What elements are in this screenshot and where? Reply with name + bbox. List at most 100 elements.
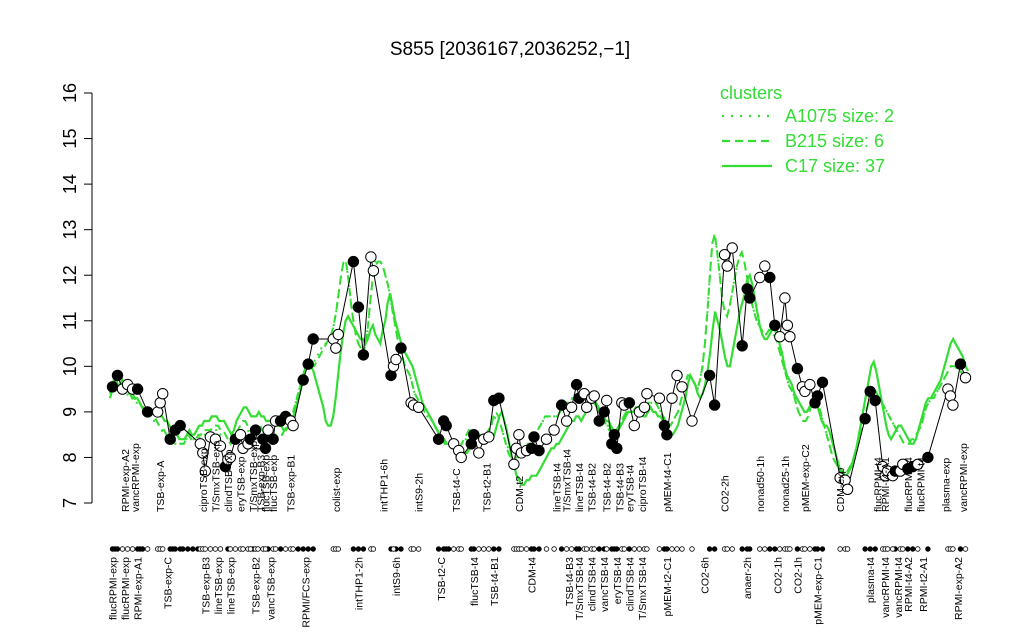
data-point <box>302 358 314 370</box>
data-point <box>131 383 144 395</box>
data-point <box>390 353 402 366</box>
x-tick-label-top: RPMI-exp-A2 <box>120 449 132 512</box>
data-point <box>412 401 425 413</box>
point-layer <box>106 242 972 495</box>
x-tick-label-top: TSB-t4-C <box>451 468 463 512</box>
rug-marker <box>295 546 301 552</box>
data-point <box>623 397 635 409</box>
data-point <box>297 374 309 386</box>
y-tick-label: 10 <box>60 356 80 376</box>
rug-marker <box>185 546 191 552</box>
x-tick-label-top: lineTSB-t4 <box>574 463 586 512</box>
x-tick-label-top: T/SmxTSB-t4 <box>562 449 574 512</box>
rug-marker <box>862 546 868 552</box>
y-tick-label: 15 <box>60 129 80 149</box>
data-point <box>330 342 342 354</box>
x-tick-label-top: TSB-t4-B3 <box>614 463 626 512</box>
data-point <box>508 458 520 470</box>
rug-marker <box>536 546 542 552</box>
data-point <box>922 451 934 464</box>
rug-marker <box>114 546 121 552</box>
data-point <box>287 419 299 432</box>
x-tick-label-bottom: CDM-t4 <box>527 557 539 593</box>
data-point <box>601 394 613 407</box>
data-point <box>598 406 610 418</box>
y-tick-label: 9 <box>60 407 80 417</box>
rug-marker <box>644 546 650 552</box>
rug-marker <box>802 546 808 552</box>
data-point <box>703 369 716 382</box>
rug-marker <box>491 546 497 552</box>
rug-marker <box>551 546 557 552</box>
x-tick-label-bottom: pMEM-t2-C1 <box>662 557 674 617</box>
x-tick-label-top: TSB-exp-B3 <box>256 455 268 512</box>
rug <box>109 546 969 552</box>
x-tick-label-top: eryTSB-exp <box>236 456 248 512</box>
data-point <box>779 292 791 304</box>
legend-entry-label: A1075 size: 2 <box>785 106 894 126</box>
rug-marker <box>282 546 289 552</box>
data-point <box>367 265 380 277</box>
data-point <box>432 433 445 445</box>
data-point <box>676 381 688 393</box>
legend: clusters A1075 size: 2 B215 size: 6 C17 si… <box>720 83 894 176</box>
rug-marker <box>435 546 442 552</box>
data-point <box>718 249 731 261</box>
data-point <box>352 301 365 313</box>
rug-marker <box>669 546 675 552</box>
data-point <box>468 429 480 441</box>
rug-marker <box>910 546 916 552</box>
rug-marker <box>563 546 570 552</box>
x-tick-label-top: intTHP1-6h <box>379 459 391 512</box>
data-point <box>540 433 553 445</box>
x-tick-label-top: CO2-2h <box>720 475 732 512</box>
data-point <box>455 451 467 464</box>
data-point <box>106 381 119 393</box>
x-tick-label-bottom: eryTSB-t4 <box>612 557 624 604</box>
rug-marker <box>762 546 768 552</box>
x-tick-label-bottom: flucRPMI-exp <box>108 557 120 620</box>
data-point <box>859 413 871 425</box>
data-point <box>141 406 154 418</box>
x-tick-label-bottom: vancTSB-exp <box>266 557 278 620</box>
data-point <box>307 333 319 345</box>
data-point <box>959 372 972 384</box>
data-point <box>513 429 525 441</box>
x-tick-label-bottom: intTHP1-2h <box>353 557 365 610</box>
rug-marker <box>172 546 178 552</box>
rug-marker <box>915 546 921 552</box>
data-point <box>164 433 176 445</box>
x-tick-label-bottom: T/SmxTSB-t4 <box>637 557 649 620</box>
x-tick-label-top: TSB-exp-A <box>155 461 167 512</box>
x-tick-label-bottom: CO2-1h <box>792 557 804 594</box>
x-tick-label-bottom: clindTSB-t4 <box>624 557 636 611</box>
data-point <box>666 392 678 404</box>
x-tick-label-top: plasma-exp <box>940 458 952 512</box>
legend-entry-label: C17 size: 37 <box>785 156 885 176</box>
rug-marker <box>355 546 362 552</box>
data-point <box>608 429 620 441</box>
data-point <box>588 390 600 402</box>
x-tick-label-bottom: lineTSB-exp <box>213 557 225 614</box>
rug-marker <box>576 546 582 552</box>
rug-marker <box>957 546 964 552</box>
rug-marker <box>390 546 397 552</box>
rug-marker <box>724 546 730 552</box>
rug-marker <box>739 546 745 552</box>
rug-marker <box>767 546 773 552</box>
y-tick-label: 14 <box>60 174 80 194</box>
rug-marker <box>925 546 931 552</box>
rug-marker <box>523 546 530 552</box>
x-tick-label-top: T/SmxTSB-exp <box>248 441 260 512</box>
data-point <box>671 369 683 382</box>
rug-marker <box>202 546 208 552</box>
data-point <box>234 429 247 441</box>
rug-marker <box>476 546 482 552</box>
x-tick-label-top: intS9-2h <box>414 473 426 512</box>
x-tick-label-bottom: flucRPMI-exp <box>120 557 132 620</box>
data-point <box>841 483 854 495</box>
rug-marker <box>247 546 254 552</box>
data-point <box>638 401 651 413</box>
